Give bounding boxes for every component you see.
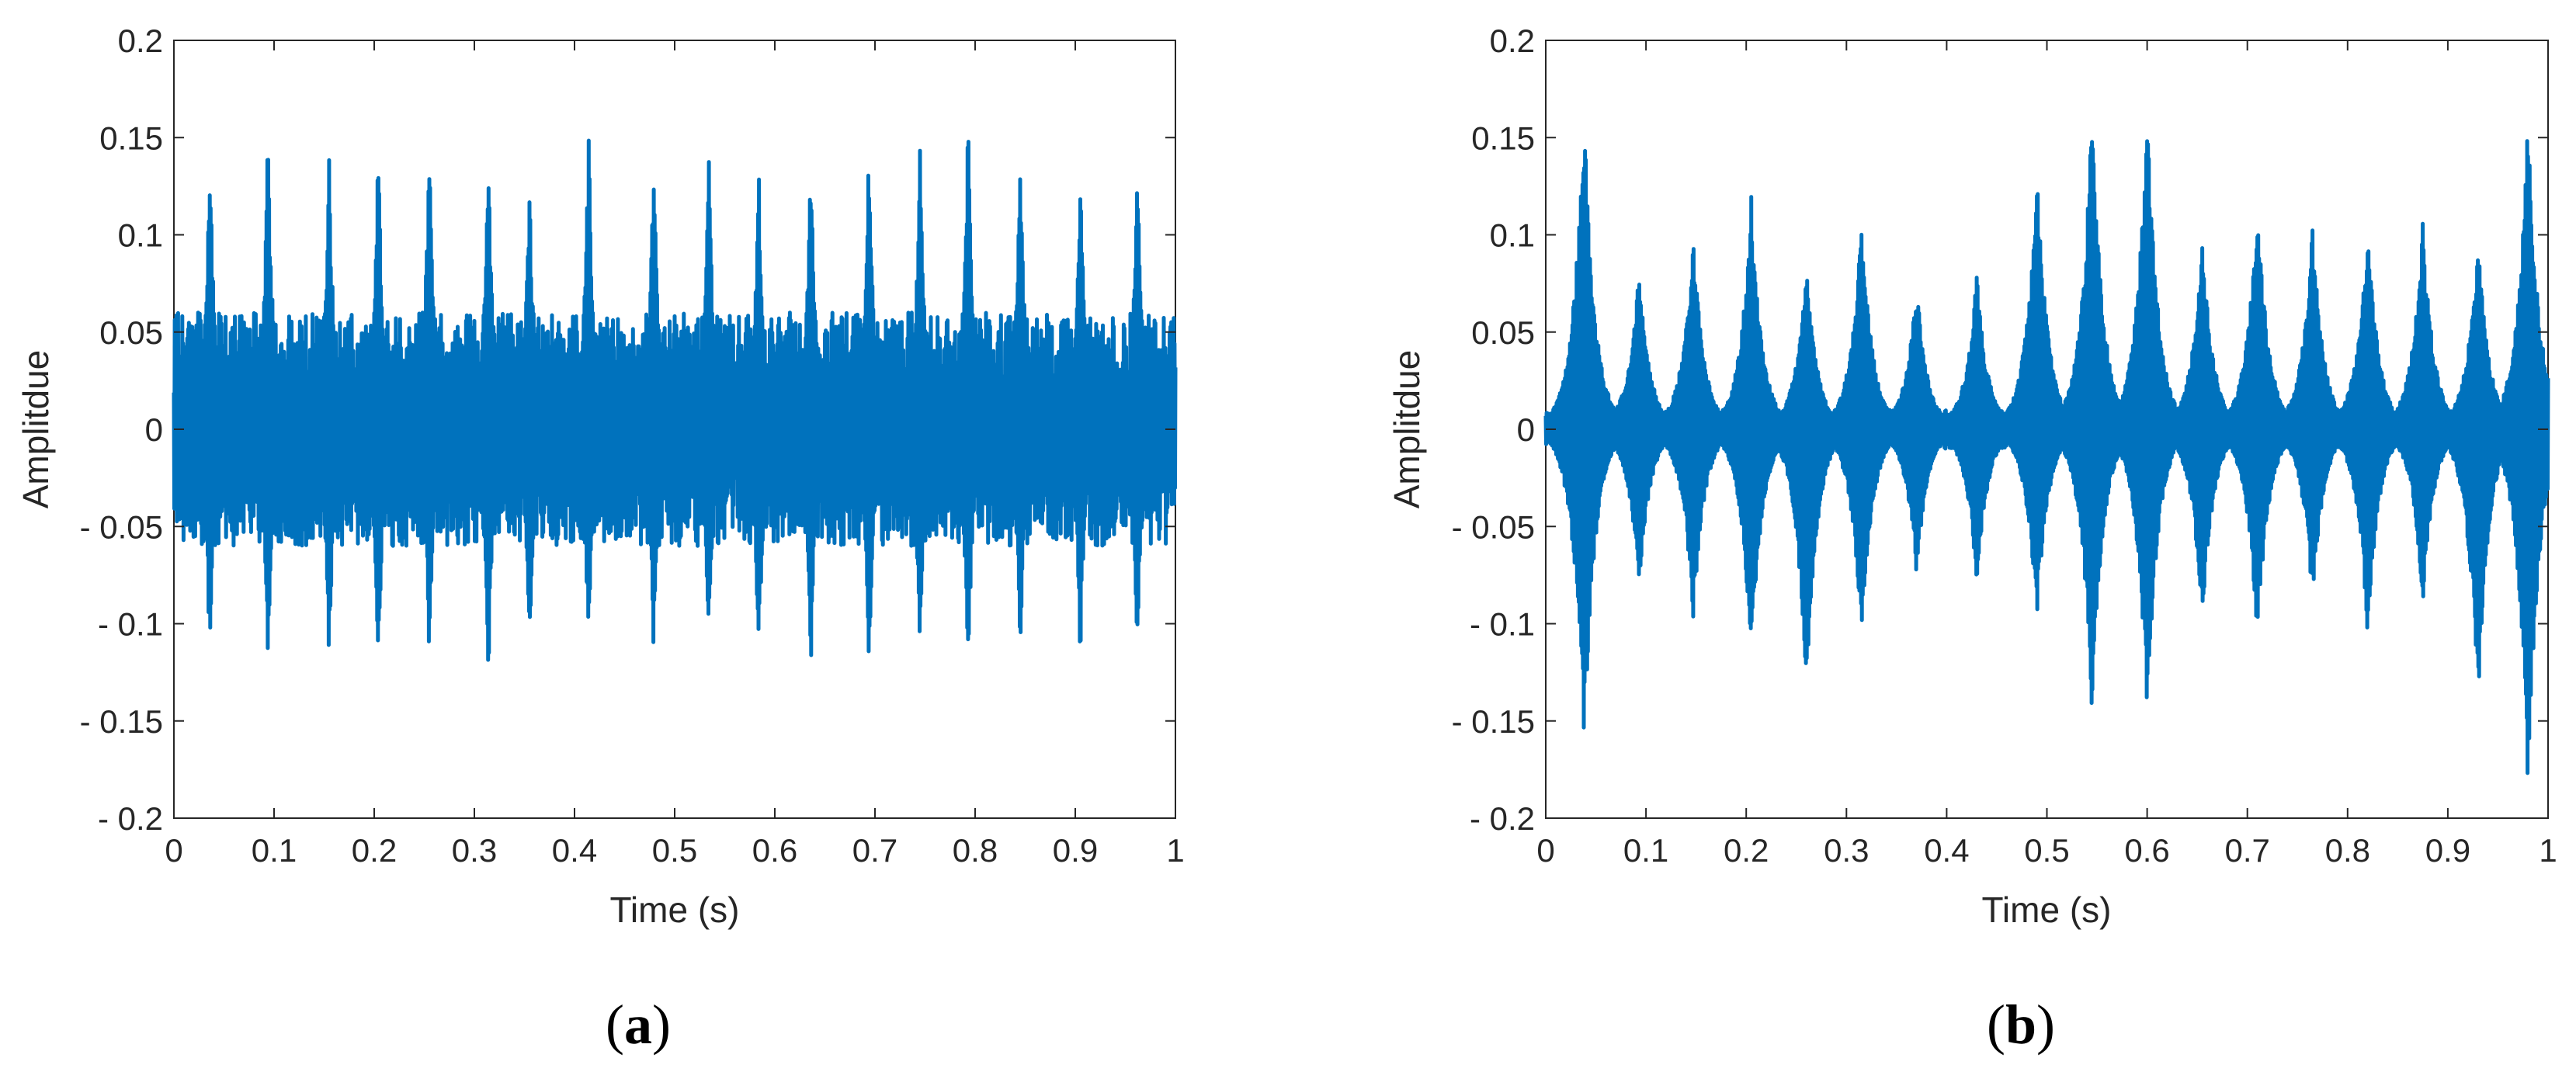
caption-open-paren-b: ( — [1987, 994, 2005, 1056]
y-tick-label-a: - 0.05 — [80, 508, 163, 545]
y-tick-label-a: - 0.2 — [98, 800, 163, 837]
y-ticks-a: 0.2 0.15 0.1 0.05 0 - 0.05 - 0.1 - 0.15 - 0.2 — [80, 23, 1175, 837]
x-tick-label-b: 0.2 — [1724, 832, 1769, 869]
x-tick-label-a: 0 — [165, 832, 182, 869]
x-tick-label-a: 0.8 — [953, 832, 998, 869]
x-tick-label-a: 0.2 — [352, 832, 397, 869]
y-axis-label-b: Amplitdue — [1387, 350, 1427, 509]
x-tick-label-a: 0.4 — [552, 832, 597, 869]
x-ticks-a: 0 0.1 0.2 0.3 0.4 0.5 0.6 0.7 0.8 0.9 1 — [165, 40, 1185, 869]
y-tick-label-a: - 0.15 — [80, 703, 163, 740]
y-tick-label-b: - 0.05 — [1452, 508, 1535, 545]
series-line-a — [172, 138, 1178, 662]
y-tick-label-b: 0 — [1517, 411, 1535, 448]
x-tick-label-b: 0.7 — [2225, 832, 2270, 869]
panel-caption-a: (a) — [606, 994, 671, 1056]
y-tick-label-b: 0.15 — [1471, 120, 1535, 156]
x-ticks-b: 0 0.1 0.2 0.3 0.4 0.5 0.6 0.7 0.8 0.9 1 — [1536, 40, 2557, 869]
caption-close-paren-b: ) — [2036, 994, 2055, 1056]
x-tick-label-b: 0.8 — [2325, 832, 2370, 869]
x-axis-label-b: Time (s) — [1982, 890, 2112, 930]
y-tick-label-b: 0.2 — [1490, 23, 1535, 59]
y-tick-label-b: - 0.1 — [1470, 606, 1535, 643]
x-tick-label-a: 1 — [1166, 832, 1184, 869]
y-ticks-b: 0.2 0.15 0.1 0.05 0 - 0.05 - 0.1 - 0.15 - 0.2 — [1452, 23, 2548, 837]
x-tick-label-b: 0.4 — [1924, 832, 1969, 869]
y-tick-label-a: 0 — [145, 411, 163, 448]
x-tick-label-b: 0.3 — [1824, 832, 1869, 869]
x-tick-label-a: 0.6 — [752, 832, 797, 869]
y-tick-label-b: - 0.15 — [1452, 703, 1535, 740]
y-tick-label-a: - 0.1 — [98, 606, 163, 643]
x-tick-label-a: 0.1 — [252, 832, 297, 869]
series-a — [172, 138, 1178, 662]
x-tick-label-b: 0.6 — [2124, 832, 2169, 869]
y-tick-label-a: 0.05 — [99, 314, 163, 351]
x-tick-label-a: 0.3 — [452, 832, 497, 869]
y-tick-label-a: 0.15 — [99, 120, 163, 156]
x-tick-label-a: 0.7 — [852, 832, 897, 869]
x-tick-label-b: 0 — [1536, 832, 1554, 869]
y-axis-label-a: Amplitdue — [16, 350, 56, 509]
y-tick-label-a: 0.1 — [118, 217, 163, 254]
x-tick-label-b: 1 — [2539, 832, 2557, 869]
x-tick-label-a: 0.9 — [1053, 832, 1098, 869]
y-tick-label-b: 0.1 — [1490, 217, 1535, 254]
x-axis-label-a: Time (s) — [610, 890, 740, 930]
caption-close-paren-a: ) — [652, 994, 671, 1056]
caption-letter-b: b — [2005, 994, 2036, 1056]
caption-open-paren-a: ( — [606, 994, 624, 1056]
series-b — [1543, 139, 2550, 775]
x-tick-label-b: 0.1 — [1623, 832, 1668, 869]
x-tick-label-b: 0.9 — [2425, 832, 2470, 869]
y-tick-label-b: - 0.2 — [1470, 800, 1535, 837]
series-line-b — [1543, 139, 2550, 775]
panel-caption-b: (b) — [1987, 994, 2055, 1056]
y-tick-label-a: 0.2 — [118, 23, 163, 59]
x-tick-label-b: 0.5 — [2024, 832, 2069, 869]
y-tick-label-b: 0.05 — [1471, 314, 1535, 351]
caption-letter-a: a — [624, 994, 652, 1056]
x-tick-label-a: 0.5 — [652, 832, 697, 869]
